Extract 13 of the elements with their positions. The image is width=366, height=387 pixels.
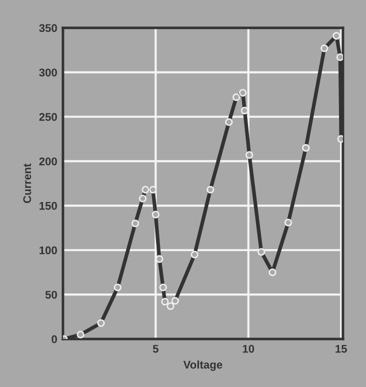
x-axis-title: Voltage (183, 360, 222, 371)
y-tick-label: 50 (45, 290, 57, 299)
y-axis-title: Current (23, 164, 32, 204)
y-tick-label: 150 (40, 202, 57, 210)
y-tick-label: 0 (52, 335, 57, 344)
y-tick-label: 300 (39, 68, 57, 76)
x-tick-label: 5 (152, 344, 158, 353)
y-tick-label: 200 (39, 157, 57, 166)
y-tick-label: 250 (39, 113, 57, 121)
y-tick-label: 350 (39, 24, 57, 32)
x-tick-label: 15 (336, 344, 347, 353)
x-tick-label: 10 (242, 344, 254, 353)
y-tick-label: 100 (40, 246, 57, 254)
